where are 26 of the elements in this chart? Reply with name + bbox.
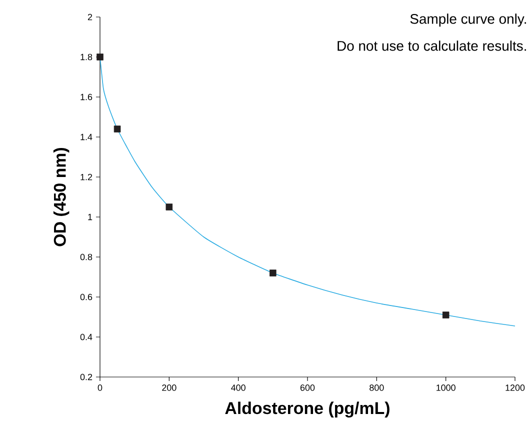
point <box>114 126 121 132</box>
x-tick-label: 1000 <box>436 384 456 391</box>
x-tick-label: 1200 <box>506 384 525 391</box>
point <box>96 54 104 60</box>
y-tick-label: 0.8 <box>80 254 92 260</box>
x-tick-label: 600 <box>300 384 315 391</box>
y-axis-title: OD (450 nm) <box>53 148 70 246</box>
y-tick-label: 2 <box>88 14 92 20</box>
x-tick-label: 0 <box>98 384 102 391</box>
x-tick-label: 200 <box>162 384 176 391</box>
annotation: Do not use to calculate results. <box>338 40 526 51</box>
point <box>166 204 173 210</box>
x-tick-label: 800 <box>370 384 384 391</box>
x-tick-label: 400 <box>231 384 246 391</box>
y-tick-label: 0.4 <box>80 334 92 340</box>
point <box>270 270 276 276</box>
y-tick-label: 1.2 <box>80 174 92 180</box>
point <box>442 312 450 318</box>
x-axis-title: Aldosterone (pg/mL) <box>225 402 390 418</box>
y-tick-label: 0.2 <box>80 374 92 380</box>
y-tick-label: 0.6 <box>80 294 92 300</box>
y-tick-label: 1 <box>88 214 92 220</box>
y-tick-label: 1.8 <box>80 54 92 60</box>
y-tick-label: 1.4 <box>80 134 92 140</box>
y-tick-label: 1.6 <box>80 94 92 100</box>
annotation: Sample curve only. <box>410 14 526 27</box>
